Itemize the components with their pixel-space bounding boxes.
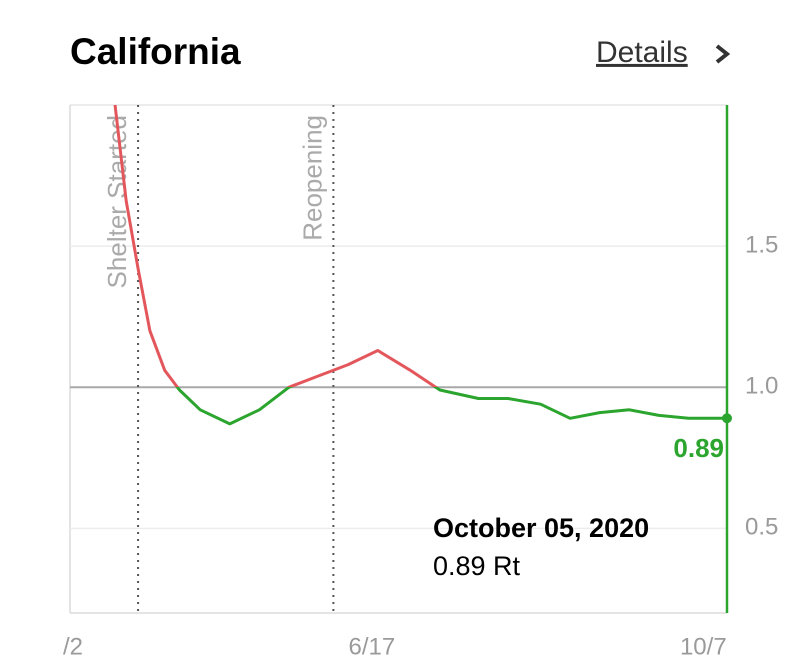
rt-line: [113, 105, 727, 426]
y-tick-label: 0.5: [745, 514, 778, 541]
chevron-icon[interactable]: [715, 44, 731, 64]
end-point: [722, 413, 732, 424]
x-tick-label: /2: [63, 633, 83, 660]
y-tick-label: 1.5: [745, 231, 778, 258]
annotation-label: Reopening: [297, 115, 327, 241]
tooltip-value: 0.89 Rt: [433, 551, 521, 581]
x-tick-label: 6/17: [349, 633, 396, 660]
tooltip-date: October 05, 2020: [433, 513, 649, 543]
details-link-text[interactable]: Details: [596, 36, 688, 69]
value-label: 0.89: [673, 433, 724, 463]
details-link[interactable]: Details: [596, 36, 731, 69]
x-tick-label: 10/7: [680, 633, 727, 660]
chart-title: California: [70, 31, 241, 72]
y-tick-label: 1.0: [745, 373, 778, 400]
